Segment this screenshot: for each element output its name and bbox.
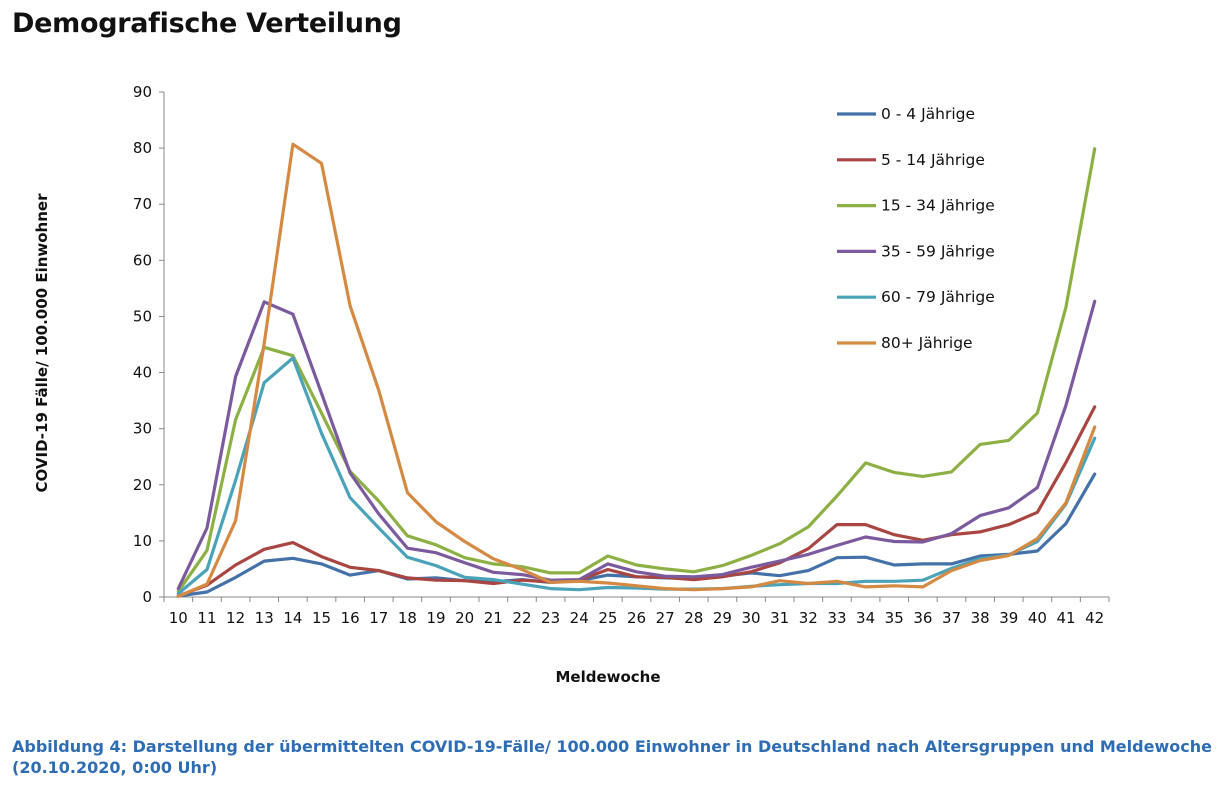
x-tick-label: 28 [684, 609, 703, 627]
figure-caption: Abbildung 4: Darstellung der übermittelt… [12, 737, 1212, 777]
y-tick-label: 90 [133, 83, 152, 101]
x-tick-label: 16 [341, 609, 360, 627]
chart-ticks: 0 10 20 30 40 50 60 70 80 90 10 11 12 13 14 15 16 17 18 19 2… [133, 83, 1110, 627]
x-tick-label: 37 [942, 609, 961, 627]
x-tick-label: 23 [541, 609, 560, 627]
y-tick-label: 80 [133, 139, 152, 157]
series-line-35-59-j-hrige [176, 299, 1097, 591]
series-line-15-34-j-hrige [176, 147, 1097, 594]
x-tick-label: 39 [999, 609, 1018, 627]
x-tick-label: 11 [197, 609, 216, 627]
y-tick-label: 20 [133, 476, 152, 494]
line-chart: 0 10 20 30 40 50 60 70 80 90 10 11 12 13 14 15 16 17 18 19 2… [33, 83, 1110, 686]
y-tick-label: 50 [133, 307, 152, 325]
legend-label: 35 - 59 Jährige [881, 242, 995, 260]
legend-label: 15 - 34 Jährige [881, 197, 995, 215]
legend-label: 60 - 79 Jährige [881, 288, 995, 306]
y-tick-label: 70 [133, 195, 152, 213]
x-tick-label: 12 [226, 609, 245, 627]
x-tick-label: 29 [713, 609, 732, 627]
x-tick-label: 18 [398, 609, 417, 627]
x-tick-label: 19 [426, 609, 445, 627]
chart-series [176, 142, 1097, 599]
x-tick-label: 13 [255, 609, 274, 627]
y-tick-label: 0 [142, 588, 152, 606]
x-tick-label: 17 [369, 609, 388, 627]
legend-label: 80+ Jährige [881, 334, 973, 352]
x-tick-label: 40 [1028, 609, 1047, 627]
x-tick-label: 10 [169, 609, 188, 627]
x-tick-label: 38 [971, 609, 990, 627]
x-tick-label: 21 [484, 609, 503, 627]
x-axis-title: Meldewoche [555, 668, 660, 686]
x-tick-label: 25 [598, 609, 617, 627]
x-tick-label: 24 [570, 609, 589, 627]
chart-legend: 0 - 4 Jährige 5 - 14 Jährige 15 - 34 Jähri… [837, 105, 995, 352]
x-tick-label: 36 [913, 609, 932, 627]
x-tick-label: 35 [885, 609, 904, 627]
legend-label: 0 - 4 Jährige [881, 105, 975, 123]
series-line-80-j-hrige [176, 142, 1097, 599]
x-tick-label: 34 [856, 609, 875, 627]
y-tick-label: 60 [133, 251, 152, 269]
x-tick-label: 30 [741, 609, 760, 627]
y-axis-title: COVID-19 Fälle/ 100.000 Einwohner [33, 193, 51, 493]
x-tick-label: 33 [827, 609, 846, 627]
x-tick-label: 22 [512, 609, 531, 627]
y-tick-label: 40 [133, 364, 152, 382]
x-tick-label: 20 [455, 609, 474, 627]
x-tick-label: 41 [1056, 609, 1075, 627]
y-tick-label: 30 [133, 420, 152, 438]
x-tick-label: 32 [799, 609, 818, 627]
legend-label: 5 - 14 Jährige [881, 151, 985, 169]
x-tick-label: 26 [627, 609, 646, 627]
x-tick-label: 27 [656, 609, 675, 627]
series-line-60-79-j-hrige [176, 356, 1097, 596]
x-tick-label: 31 [770, 609, 789, 627]
chart-axes [163, 92, 1109, 598]
y-tick-label: 10 [133, 532, 152, 550]
x-tick-label: 42 [1085, 609, 1104, 627]
page-title: Demografische Verteilung [12, 8, 402, 39]
x-tick-label: 15 [312, 609, 331, 627]
x-tick-label: 14 [283, 609, 302, 627]
